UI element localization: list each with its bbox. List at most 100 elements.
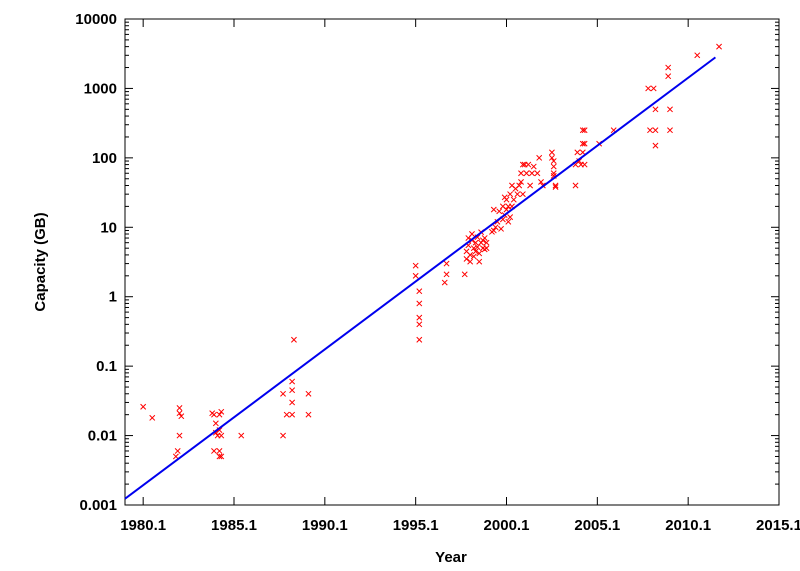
data-point [647,127,653,134]
data-point [212,420,219,427]
data-point [536,154,543,161]
data-point [469,231,475,237]
data-point [665,64,672,71]
data-point [216,411,223,418]
data-point [548,154,555,161]
data-point [652,106,659,113]
x-axis-title: Year [435,549,467,566]
data-point [280,432,287,439]
data-point [176,404,183,411]
data-point [416,288,423,295]
data-point [461,271,468,278]
data-point [490,227,497,234]
data-point [218,453,225,460]
data-point [581,161,588,168]
data-point [289,411,296,418]
data-point [140,403,147,410]
data-point [645,85,652,92]
data-point [667,127,673,134]
plot-marks [124,43,723,500]
data-point [550,158,557,164]
x-tick-label: 1985.1 [211,517,257,534]
x-tick-label: 2005.1 [574,517,620,534]
data-point [516,182,523,189]
y-axis-title: Capacity (GB) [32,212,49,311]
data-point [149,414,156,421]
data-point [490,206,497,213]
plot-frame [124,18,780,506]
x-tick-label: 1990.1 [302,517,348,534]
y-tick-label: 0.001 [79,497,117,514]
data-point [289,387,296,394]
data-point [481,235,488,241]
data-point [290,336,297,343]
data-point [289,378,296,385]
data-point [443,271,450,278]
data-point [416,336,423,343]
data-point [216,448,223,454]
data-point [178,413,185,420]
data-point [218,432,225,439]
data-point [510,196,517,203]
data-point [443,260,450,267]
data-point [416,300,423,307]
data-point [519,161,526,168]
data-point [470,253,477,260]
data-point [416,314,423,321]
data-point [552,182,559,189]
data-point [441,279,448,286]
data-point [176,432,183,439]
data-point [518,170,524,177]
data-point [211,448,217,454]
data-point [507,214,514,221]
data-point [550,170,557,177]
data-point [579,127,586,134]
data-point [525,161,532,168]
y-tick-label: 10 [100,219,117,236]
data-point [652,127,659,134]
data-point [519,191,526,198]
data-point [305,411,312,418]
y-tick-label: 10000 [75,11,117,28]
data-point [574,149,581,156]
data-point [289,399,296,406]
x-tick-label: 1995.1 [393,517,439,534]
data-point [572,182,579,189]
data-point [530,163,537,170]
x-tick-label: 2010.1 [665,517,711,534]
data-point [472,248,479,255]
data-point [579,140,586,147]
data-point [472,239,479,246]
data-point [550,163,557,170]
data-point [505,218,512,225]
data-point [483,239,490,246]
x-tick-label: 1980.1 [120,517,166,534]
data-point [667,106,673,113]
trend-line [124,56,717,500]
data-point [216,453,223,460]
data-point [581,140,588,147]
data-point [211,411,217,418]
y-tick-label: 0.1 [96,358,117,375]
data-point [498,225,505,232]
data-point [218,408,225,415]
y-tick-label: 100 [92,150,117,167]
data-point [280,390,287,397]
data-point [412,262,419,269]
data-point [503,196,510,203]
data-point [176,410,183,417]
data-point [283,411,290,418]
x-tick-label: 2015.1 [756,517,800,534]
data-point [528,170,535,177]
y-tick-label: 1000 [84,80,117,97]
axes: 1980.1 1985.1 1990.1 1995.1 2000.1 2005.1 2010… [75,11,800,534]
data-point [548,149,555,156]
data-point [416,321,423,328]
data-point [238,432,245,439]
data-point [694,52,701,59]
data-point [518,178,524,185]
data-point [467,251,474,258]
data-point [534,170,541,177]
data-point [470,245,477,252]
